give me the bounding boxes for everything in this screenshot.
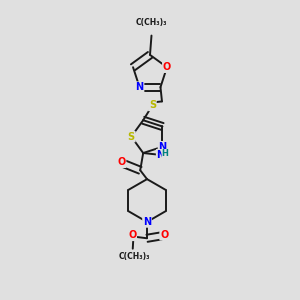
Text: C(CH₃)₃: C(CH₃)₃ <box>136 18 167 27</box>
Text: O: O <box>160 230 168 240</box>
Text: N: N <box>136 82 144 92</box>
Text: N: N <box>143 217 151 227</box>
Text: O: O <box>163 62 171 72</box>
Text: C(CH₃)₃: C(CH₃)₃ <box>118 252 150 261</box>
Text: S: S <box>128 132 135 142</box>
Text: N: N <box>156 149 164 160</box>
Text: O: O <box>117 157 126 167</box>
Text: N: N <box>158 142 166 152</box>
Text: O: O <box>128 230 136 240</box>
Text: H: H <box>162 149 169 158</box>
Text: S: S <box>149 100 156 110</box>
